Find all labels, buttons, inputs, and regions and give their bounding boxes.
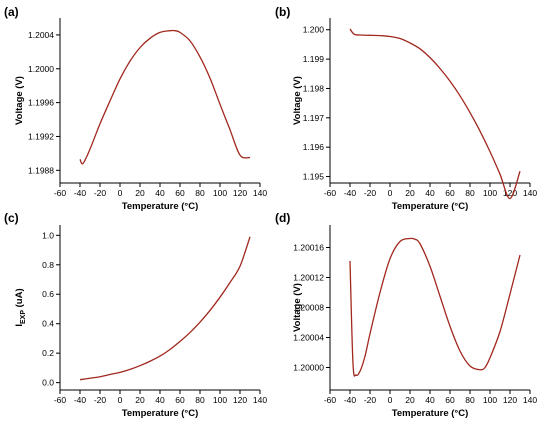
panel-d-y-tick-label: 1.20012 <box>293 273 324 283</box>
panel-c-y-tick-label: 0.2 <box>42 348 54 358</box>
panel-d-x-axis-label: Temperature (°C) <box>392 408 468 419</box>
panel-d-label: (d) <box>275 211 290 225</box>
panel-b-y-tick-label: 1.199 <box>303 54 325 64</box>
panel-b-series-line <box>349 28 521 200</box>
panel-d-x-tick-label: 80 <box>465 395 475 405</box>
panel-d-series-line <box>349 237 521 377</box>
panel-c-x-tick-label: 60 <box>175 395 185 405</box>
panel-c-x-tick-label: 20 <box>135 395 145 405</box>
panel-a-x-tick-label: 20 <box>135 188 145 198</box>
panel-d-x-tick-label: -40 <box>344 395 357 405</box>
panel-c-x-tick-label: 140 <box>253 395 267 405</box>
panel-b-label: (b) <box>275 5 290 19</box>
panel-c-x-tick-label: -60 <box>54 395 67 405</box>
panel-b-x-tick-label: 140 <box>523 188 537 198</box>
panel-c-x-tick-label: 40 <box>155 395 165 405</box>
panel-c-y-tick-label: 0.0 <box>42 378 54 388</box>
panel-c-x-tick-label: 120 <box>233 395 247 405</box>
panel-c-x-tick-label: 100 <box>213 395 227 405</box>
panel-d-x-tick-label: 140 <box>523 395 537 405</box>
panel-a-y-tick-label: 1.1992 <box>28 131 54 141</box>
panel-a-x-tick-label: 140 <box>253 188 267 198</box>
panel-b-y-tick-label: 1.195 <box>303 172 325 182</box>
panel-d-x-tick-label: 40 <box>425 395 435 405</box>
panel-c-x-axis-label: Temperature (°C) <box>122 408 198 419</box>
panel-d-x-tick-label: 100 <box>483 395 497 405</box>
panel-d-y-axis-label: Voltage (V) <box>292 283 303 332</box>
panel-b-x-tick-label: -40 <box>344 188 357 198</box>
panel-c-label: (c) <box>4 211 19 225</box>
panel-c-y-axis-label-sub: EXP <box>20 310 27 324</box>
panel-d-x-tick-label: 0 <box>388 395 393 405</box>
panel-c-x-tick-label: -20 <box>94 395 107 405</box>
panel-a-series-line <box>79 29 251 165</box>
panel-c-y-axis-label: IEXP (uA) <box>14 288 27 326</box>
panel-a-y-tick-label: 1.2000 <box>28 64 54 74</box>
panel-b-x-tick-label: 120 <box>503 188 517 198</box>
panel-a-label: (a) <box>4 5 19 19</box>
panel-c-y-tick-label: 0.4 <box>42 319 54 329</box>
panel-a-y-axis-label: Voltage (V) <box>14 76 25 125</box>
panel-a-x-tick-label: 40 <box>155 188 165 198</box>
panel-c-x-tick-label: 0 <box>118 395 123 405</box>
panel-b-x-tick-label: 20 <box>405 188 415 198</box>
panel-c-y-tick-label: 0.8 <box>42 260 54 270</box>
panel-a-x-tick-label: 0 <box>118 188 123 198</box>
panel-b-y-axis-label: Voltage (V) <box>292 76 303 125</box>
panel-c-x-tick-label: -40 <box>74 395 87 405</box>
panel-c-y-axis-label-main: I <box>14 324 25 327</box>
panel-b-x-tick-label: 60 <box>445 188 455 198</box>
panel-b-y-tick-label: 1.200 <box>303 25 325 35</box>
panel-a-y-tick-label: 1.1996 <box>28 98 54 108</box>
panel-d-x-tick-label: 20 <box>405 395 415 405</box>
panel-d-y-tick-label: 1.20004 <box>293 333 324 343</box>
panel-c-y-axis-label-unit: (uA) <box>14 288 25 310</box>
panel-b-y-tick-label: 1.196 <box>303 142 325 152</box>
panel-c-x-tick-label: 80 <box>195 395 205 405</box>
panel-c-y-tick-label: 1.0 <box>42 230 54 240</box>
panel-a-x-tick-label: 100 <box>213 188 227 198</box>
panel-b-y-tick-label: 1.198 <box>303 83 325 93</box>
panel-d-x-tick-label: -20 <box>364 395 377 405</box>
panel-c-series-line <box>79 236 251 381</box>
panel-a-y-tick-label: 1.1988 <box>28 165 54 175</box>
panel-b-x-tick-label: 100 <box>483 188 497 198</box>
panel-b-x-tick-label: 40 <box>425 188 435 198</box>
panel-d-x-tick-label: -60 <box>324 395 337 405</box>
panel-d-y-tick-label: 1.20016 <box>293 243 324 253</box>
panel-a-x-tick-label: -40 <box>74 188 87 198</box>
panel-d-x-tick-label: 60 <box>445 395 455 405</box>
panel-d-y-tick-label: 1.20000 <box>293 363 324 373</box>
panel-b-x-tick-label: -20 <box>364 188 377 198</box>
panel-a-x-tick-label: 60 <box>175 188 185 198</box>
panel-a-x-axis-label: Temperature (°C) <box>122 201 198 212</box>
panel-a-x-tick-label: -20 <box>94 188 107 198</box>
panel-d-x-tick-label: 120 <box>503 395 517 405</box>
panel-a-x-tick-label: -60 <box>54 188 67 198</box>
panel-b-x-axis-label: Temperature (°C) <box>392 201 468 212</box>
panel-b-x-tick-label: -60 <box>324 188 337 198</box>
panel-b-x-tick-label: 80 <box>465 188 475 198</box>
panel-a-y-tick-label: 1.2004 <box>28 30 54 40</box>
panel-a-x-tick-label: 120 <box>233 188 247 198</box>
panel-a-x-tick-label: 80 <box>195 188 205 198</box>
panel-d-y-tick-label: 1.20008 <box>293 303 324 313</box>
panel-c-y-tick-label: 0.6 <box>42 289 54 299</box>
panel-b-y-tick-label: 1.197 <box>303 113 325 123</box>
panel-b-x-tick-label: 0 <box>388 188 393 198</box>
